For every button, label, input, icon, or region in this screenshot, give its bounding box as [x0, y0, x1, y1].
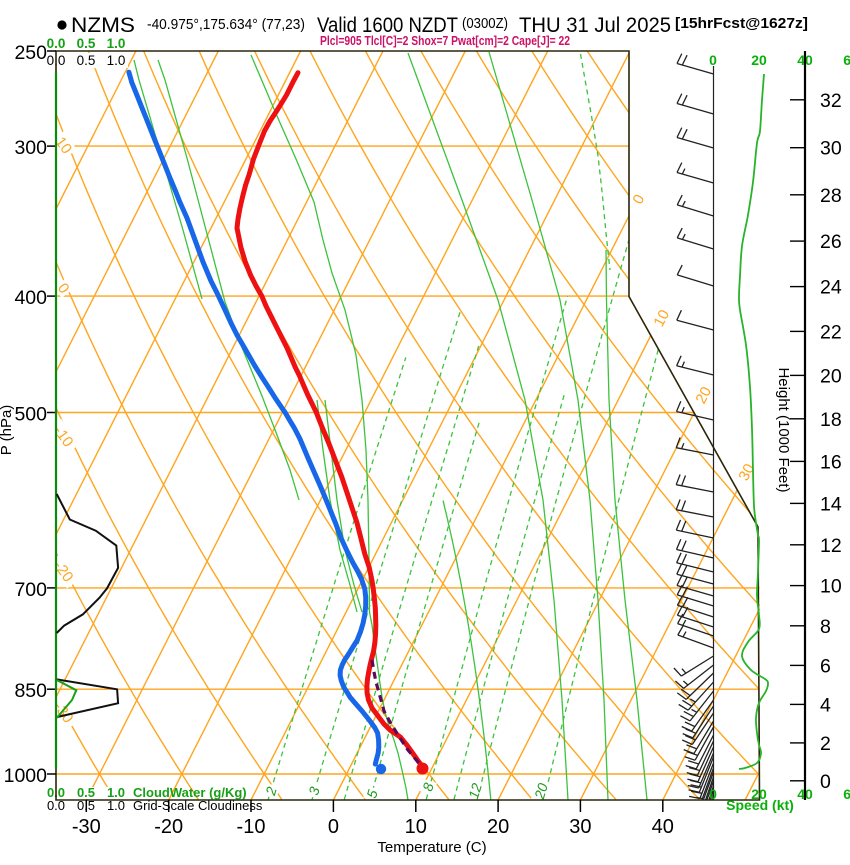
- svg-text:60: 60: [843, 786, 850, 802]
- svg-text:60: 60: [843, 52, 850, 68]
- svg-text:0.5: 0.5: [77, 785, 95, 800]
- svg-text:1.0: 1.0: [107, 785, 125, 800]
- svg-text:500: 500: [14, 404, 47, 426]
- svg-text:NZMS: NZMS: [71, 14, 135, 37]
- svg-text:700: 700: [14, 579, 47, 601]
- svg-text:10: 10: [405, 816, 427, 838]
- svg-text:32: 32: [820, 90, 842, 112]
- svg-text:22: 22: [820, 321, 842, 343]
- svg-text:28: 28: [820, 185, 842, 207]
- svg-text:0: 0: [328, 816, 339, 838]
- svg-text:8: 8: [820, 616, 831, 638]
- svg-text:Valid 1600 NZDT: Valid 1600 NZDT: [317, 14, 458, 37]
- svg-text:-10: -10: [237, 816, 266, 838]
- svg-text:0.0: 0.0: [47, 36, 66, 51]
- svg-text:10: 10: [820, 576, 842, 598]
- svg-text:10: 10: [650, 307, 673, 330]
- svg-text:18: 18: [820, 409, 842, 431]
- svg-text:-30: -30: [72, 816, 101, 838]
- svg-text:0: 0: [709, 786, 717, 802]
- svg-text:20: 20: [751, 52, 767, 68]
- svg-text:12: 12: [820, 535, 842, 557]
- svg-text:300: 300: [14, 137, 47, 159]
- svg-text:20: 20: [692, 384, 715, 407]
- svg-text:400: 400: [14, 287, 47, 309]
- svg-text:1000: 1000: [4, 765, 48, 787]
- svg-text:1.0: 1.0: [107, 53, 126, 68]
- svg-text:26: 26: [820, 231, 842, 253]
- svg-text:14: 14: [820, 493, 842, 515]
- svg-text:4: 4: [820, 694, 831, 716]
- svg-text:Temperature (C): Temperature (C): [377, 839, 486, 856]
- svg-text:THU 31 Jul 2025: THU 31 Jul 2025: [519, 14, 671, 37]
- svg-text:10: 10: [51, 134, 75, 157]
- svg-text:6: 6: [820, 655, 831, 677]
- svg-text:20: 20: [487, 816, 509, 838]
- svg-text:1.0: 1.0: [107, 36, 126, 51]
- svg-text:[15hrFcst@1627z]: [15hrFcst@1627z]: [675, 15, 808, 32]
- svg-text:0.5: 0.5: [77, 53, 96, 68]
- svg-text:-20: -20: [154, 816, 183, 838]
- svg-text:0.5: 0.5: [77, 36, 96, 51]
- svg-text:Grid-Scale Cloudiness: Grid-Scale Cloudiness: [133, 798, 263, 813]
- svg-text:0: 0: [820, 771, 831, 793]
- svg-text:40: 40: [652, 816, 674, 838]
- svg-text:20: 20: [531, 781, 551, 802]
- svg-text:Height (1000 Feet): Height (1000 Feet): [775, 367, 792, 492]
- svg-text:30: 30: [820, 138, 842, 160]
- svg-text:850: 850: [14, 680, 47, 702]
- svg-text:0: 0: [709, 52, 717, 68]
- svg-text:CloudWater (g/Kg): CloudWater (g/Kg): [133, 785, 247, 800]
- svg-text:(0300Z): (0300Z): [462, 16, 508, 32]
- svg-text:16: 16: [820, 451, 842, 473]
- svg-text:-40.975°,175.634° (77,23): -40.975°,175.634° (77,23): [147, 17, 305, 33]
- svg-text:0.0: 0.0: [47, 798, 65, 813]
- svg-text:2: 2: [820, 733, 831, 755]
- svg-text:Plcl=905 Tlcl[C]=2 Shox=7 Pwat: Plcl=905 Tlcl[C]=2 Shox=7 Pwat[cm]=2 Cap…: [320, 34, 570, 48]
- svg-text:P (hPa): P (hPa): [0, 405, 15, 456]
- svg-text:12: 12: [465, 781, 485, 801]
- svg-text:Speed (kt): Speed (kt): [726, 797, 794, 813]
- svg-text:30: 30: [569, 816, 591, 838]
- svg-text:250: 250: [14, 42, 47, 64]
- svg-text:1.0: 1.0: [107, 798, 125, 813]
- svg-text:24: 24: [820, 277, 842, 299]
- svg-text:20: 20: [820, 365, 842, 387]
- svg-text:20: 20: [751, 786, 767, 802]
